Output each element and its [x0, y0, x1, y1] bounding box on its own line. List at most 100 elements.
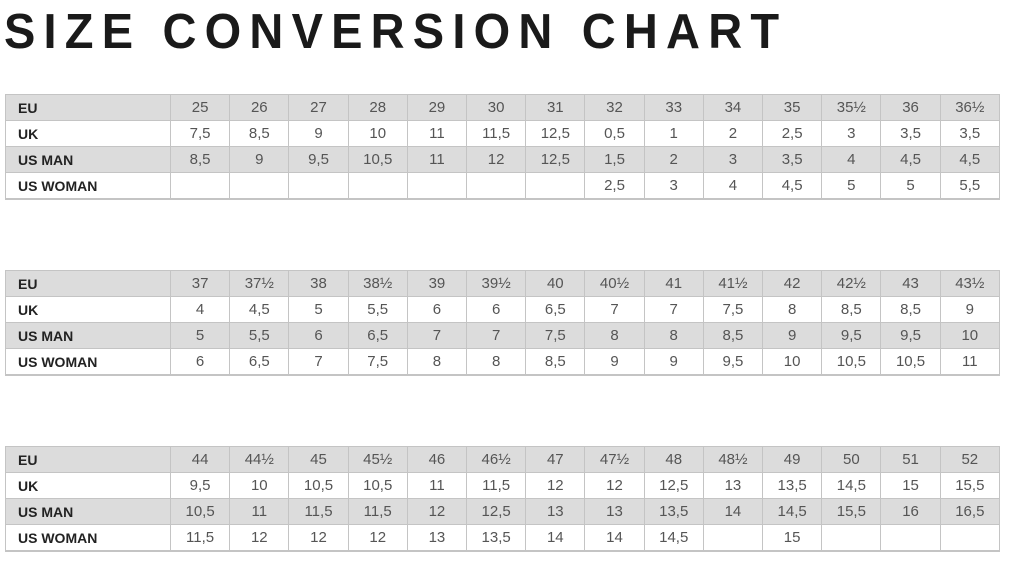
size-cell: 50 — [821, 446, 882, 473]
size-cell: 10 — [347, 120, 408, 147]
size-cell: 25 — [169, 94, 231, 121]
row-label: UK — [5, 120, 171, 147]
size-cell: 9 — [939, 296, 1001, 323]
size-cell: 35½ — [821, 94, 882, 121]
size-cell: 49 — [762, 446, 823, 473]
size-cell: 11 — [406, 120, 468, 147]
size-cell: 44½ — [229, 446, 290, 473]
row-label: UK — [5, 296, 171, 323]
size-cell: 8 — [643, 322, 704, 349]
table-row-uk: UK 7,5 8,5 9 10 11 11,5 12,5 0,5 1 2 2,5 3 3,5 3,5 — [5, 120, 1001, 147]
table-row-eu: EU 37 37½ 38 38½ 39 39½ 40 40½ 41 41½ 42 42½ 43 43½ — [5, 270, 1001, 297]
size-cell: 10,5 — [288, 472, 349, 499]
size-cell — [821, 524, 882, 552]
size-cell: 12,5 — [643, 472, 704, 499]
size-cell: 43½ — [939, 270, 1001, 297]
size-cell — [406, 172, 468, 200]
size-cell: 1 — [643, 120, 704, 147]
size-cell: 7,5 — [525, 322, 586, 349]
table-row-us-woman: US WOMAN 11,5 12 12 12 13 13,5 14 14 14,5 15 — [5, 524, 1001, 552]
size-cell: 16,5 — [939, 498, 1001, 525]
size-cell: 6 — [169, 348, 231, 376]
size-cell: 10,5 — [880, 348, 941, 376]
size-cell: 9 — [288, 120, 349, 147]
size-cell: 6,5 — [525, 296, 586, 323]
size-cell: 9,5 — [702, 348, 764, 376]
size-cell: 37 — [169, 270, 231, 297]
size-cell — [229, 172, 290, 200]
size-cell: 7,5 — [169, 120, 231, 147]
size-cell: 7 — [584, 296, 645, 323]
size-cell: 9,5 — [821, 322, 882, 349]
size-cell: 3,5 — [880, 120, 941, 147]
size-cell: 11,5 — [347, 498, 408, 525]
size-cell: 5 — [288, 296, 349, 323]
size-cell: 10,5 — [169, 498, 231, 525]
size-cell: 44 — [169, 446, 231, 473]
size-cell — [169, 172, 231, 200]
size-cell: 8,5 — [169, 146, 231, 173]
size-cell: 48 — [643, 446, 704, 473]
size-cell: 1,5 — [584, 146, 645, 173]
size-cell: 12 — [525, 472, 586, 499]
size-cell: 45 — [288, 446, 349, 473]
size-cell: 29 — [406, 94, 468, 121]
size-table-1: EU 25 26 27 28 29 30 31 32 33 34 35 35½ 36 36½ UK 7,5 8,5… — [5, 94, 1001, 200]
size-cell: 15,5 — [939, 472, 1001, 499]
size-cell: 11 — [229, 498, 290, 525]
size-cell: 8,5 — [702, 322, 764, 349]
size-cell: 5 — [880, 172, 941, 200]
size-cell: 8,5 — [821, 296, 882, 323]
size-cell: 5,5 — [229, 322, 290, 349]
page-title: SIZE CONVERSION CHART — [4, 3, 788, 59]
size-cell: 48½ — [702, 446, 764, 473]
size-cell — [288, 172, 349, 200]
size-cell: 14 — [584, 524, 645, 552]
size-cell: 9,5 — [880, 322, 941, 349]
size-cell: 2 — [702, 120, 764, 147]
size-cell: 3 — [702, 146, 764, 173]
size-cell — [880, 524, 941, 552]
size-cell: 13 — [406, 524, 468, 552]
size-cell: 8,5 — [880, 296, 941, 323]
size-cell: 43 — [880, 270, 941, 297]
size-cell: 4,5 — [229, 296, 290, 323]
size-cell: 11,5 — [466, 120, 527, 147]
size-cell: 26 — [229, 94, 290, 121]
size-cell: 3 — [821, 120, 882, 147]
size-cell: 13,5 — [466, 524, 527, 552]
size-cell: 7 — [288, 348, 349, 376]
row-label: US WOMAN — [5, 524, 171, 552]
size-cell: 6,5 — [347, 322, 408, 349]
size-cell: 8,5 — [525, 348, 586, 376]
size-cell: 12,5 — [525, 120, 586, 147]
size-cell: 6 — [466, 296, 527, 323]
size-cell: 14 — [525, 524, 586, 552]
size-cell: 8 — [466, 348, 527, 376]
size-cell: 13 — [525, 498, 586, 525]
size-table-3: EU 44 44½ 45 45½ 46 46½ 47 47½ 48 48½ 49 50 51 52 UK 9,5… — [5, 446, 1001, 552]
size-cell: 5 — [169, 322, 231, 349]
size-cell — [939, 524, 1001, 552]
size-cell: 11,5 — [169, 524, 231, 552]
size-cell: 4 — [702, 172, 764, 200]
size-cell: 12 — [288, 524, 349, 552]
size-cell: 15 — [762, 524, 823, 552]
size-cell: 38 — [288, 270, 349, 297]
size-cell: 3,5 — [762, 146, 823, 173]
size-cell: 39½ — [466, 270, 527, 297]
size-cell: 51 — [880, 446, 941, 473]
size-cell: 46 — [406, 446, 468, 473]
size-cell: 42 — [762, 270, 823, 297]
size-cell: 52 — [939, 446, 1001, 473]
size-cell: 11,5 — [466, 472, 527, 499]
size-table-2: EU 37 37½ 38 38½ 39 39½ 40 40½ 41 41½ 42 42½ 43 43½ UK 4… — [5, 270, 1001, 376]
size-cell: 10,5 — [821, 348, 882, 376]
size-cell: 8 — [762, 296, 823, 323]
size-cell: 10 — [762, 348, 823, 376]
size-cell: 13 — [584, 498, 645, 525]
size-cell: 10 — [229, 472, 290, 499]
size-cell — [525, 172, 586, 200]
size-cell: 47 — [525, 446, 586, 473]
row-label: US MAN — [5, 146, 171, 173]
